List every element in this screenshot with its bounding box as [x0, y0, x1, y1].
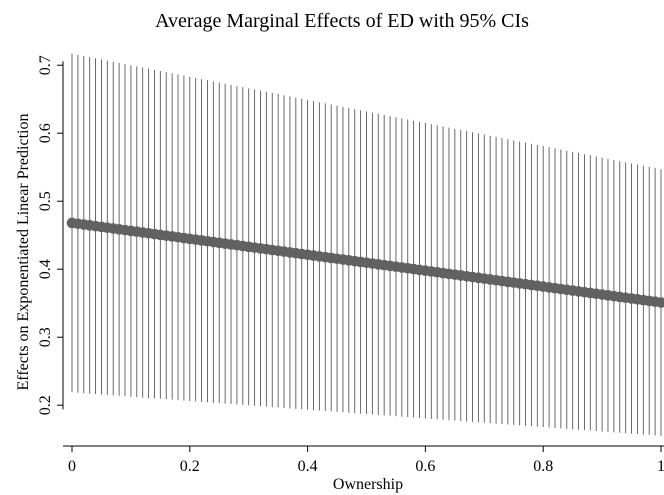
x-tick-label: 0.8: [533, 458, 553, 475]
x-tick-label: 1: [657, 458, 664, 475]
x-tick-label: 0.2: [180, 458, 200, 475]
y-axis-label: Effects on Exponentiated Linear Predicti…: [15, 114, 32, 391]
chart-title: Average Marginal Effects of ED with 95% …: [155, 10, 529, 32]
y-tick-label: 0.2: [37, 395, 54, 415]
y-tick-label: 0.5: [37, 191, 54, 211]
ci-bars: [71, 53, 662, 436]
x-axis-label: Ownership: [333, 476, 403, 493]
y-tick-label: 0.6: [37, 123, 54, 143]
x-tick-label: 0.4: [298, 458, 318, 475]
x-tick-label: 0: [68, 458, 76, 475]
y-tick-label: 0.4: [37, 259, 54, 279]
estimate-points: [66, 217, 664, 308]
y-tick-label: 0.7: [37, 55, 54, 75]
axes: 0.2 0.3 0.4 0.5 0.6 0.7 0 0.2 0.4 0.6 0.8 1: [37, 55, 664, 475]
y-tick-label: 0.3: [37, 327, 54, 347]
x-tick-label: 0.6: [415, 458, 435, 475]
estimate-point: [655, 297, 664, 308]
